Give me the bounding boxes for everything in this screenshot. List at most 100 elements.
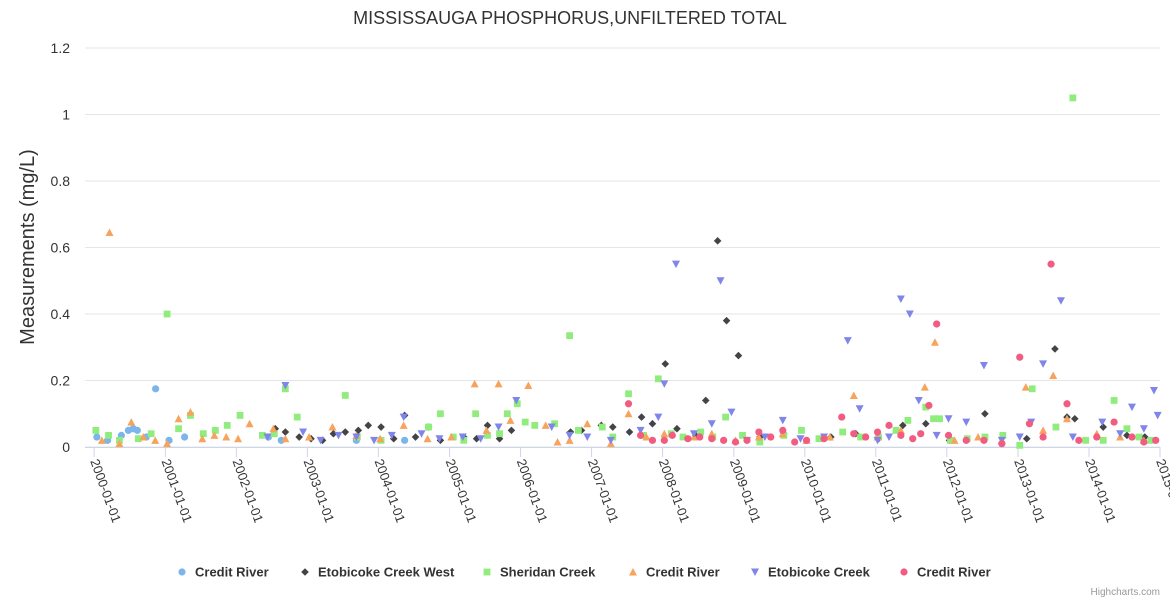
credit-river-2-point <box>222 433 231 441</box>
legend-label-credit-river-2[interactable]: Credit River <box>646 565 720 580</box>
sheridan-creek-point <box>496 430 503 438</box>
etobicoke-creek-point <box>281 381 290 390</box>
etobicoke-creek-point <box>370 436 379 445</box>
etobicoke-creek-west-point <box>921 419 930 428</box>
etobicoke-creek-point <box>387 431 396 440</box>
etobicoke-creek-point <box>1149 386 1158 395</box>
credit-river-3-point <box>933 320 941 328</box>
etobicoke-creek-point <box>660 380 669 388</box>
etobicoke-creek-west-point <box>637 413 646 421</box>
sheridan-creek-point <box>163 310 171 318</box>
credit-river-2-point <box>482 426 491 434</box>
credit-river-2-point <box>950 436 959 444</box>
credit-river-2-point <box>930 338 939 346</box>
credit-river-2-point <box>1049 371 1058 380</box>
legend-item-credit-river-3[interactable]: Credit River <box>900 565 991 580</box>
credit-river-1-point <box>152 385 160 393</box>
etobicoke-creek-west-point <box>411 433 420 441</box>
y-tick-label: 0 <box>62 439 70 455</box>
x-tick-label: 2004-01-01 <box>372 457 409 525</box>
credit-river-2-point <box>174 414 183 423</box>
etobicoke-creek-point <box>1039 360 1048 368</box>
legend-marker-credit-river-1 <box>178 568 186 576</box>
credit-river-1-point <box>133 426 141 434</box>
etobicoke-creek-point <box>636 426 645 435</box>
credit-river-3-point <box>962 436 970 444</box>
etobicoke-creek-point <box>855 405 864 413</box>
etobicoke-creek-point <box>843 337 852 345</box>
x-tick-label: 2003-01-01 <box>301 457 338 525</box>
etobicoke-creek-point <box>944 415 953 423</box>
sheridan-creek-point <box>857 433 865 441</box>
x-tick-label: 2009-01-01 <box>727 457 764 525</box>
credit-river-2-point <box>305 433 314 441</box>
legend-label-sheridan-creek[interactable]: Sheridan Creek <box>500 565 596 580</box>
credit-river-3-point <box>802 436 811 444</box>
credit-river-2-point <box>97 436 106 444</box>
legend-item-etobicoke-creek[interactable]: Etobicoke Creek <box>751 565 871 580</box>
legend-label-etobicoke-creek[interactable]: Etobicoke Creek <box>768 565 871 580</box>
etobicoke-creek-west-point <box>981 409 989 418</box>
etobicoke-creek-point <box>885 433 894 442</box>
etobicoke-creek-point <box>316 436 325 445</box>
credit-river-3-point <box>917 430 925 438</box>
credit-river-3-point <box>1063 400 1071 408</box>
x-tick-label: 2014-01-01 <box>1082 457 1119 525</box>
sheridan-creek-point <box>425 423 432 431</box>
sheridan-creek-point <box>484 431 491 439</box>
etobicoke-creek-west-point <box>1051 345 1059 353</box>
credit-river-3-point <box>1110 418 1118 426</box>
y-tick-label: 0.6 <box>51 240 71 256</box>
legend: Credit River Etobicoke Creek West Sheridan… <box>178 565 991 580</box>
etobicoke-creek-point <box>905 310 914 318</box>
credit-river-3-point <box>767 433 775 441</box>
etobicoke-creek-point <box>1056 297 1065 305</box>
credit-river-2-point <box>849 391 858 399</box>
credit-river-2-point <box>139 433 148 441</box>
x-axis: 2000-01-01 2001-01-01 2002-01-01 2003-01-01… <box>85 447 1170 525</box>
etobicoke-creek-point <box>873 436 882 445</box>
sheridan-creek-point <box>134 435 142 443</box>
etobicoke-creek-west-point <box>701 396 710 405</box>
sheridan-creek-point <box>341 392 349 399</box>
legend-item-etobicoke-creek-west[interactable]: Etobicoke Creek West <box>301 565 455 580</box>
etobicoke-creek-point <box>716 277 725 285</box>
sheridan-creek-point <box>1135 433 1143 441</box>
data-points <box>92 94 1162 449</box>
etobicoke-creek-point <box>494 423 503 432</box>
legend-label-credit-river-3[interactable]: Credit River <box>917 565 991 580</box>
etobicoke-creek-west-point <box>281 428 290 436</box>
etobicoke-creek-west-point <box>377 423 385 431</box>
credit-river-2-point <box>920 383 929 391</box>
credit-river-2-point <box>524 381 533 389</box>
credit-river-3-point <box>648 436 657 444</box>
etobicoke-creek-point <box>1098 418 1107 427</box>
sheridan-creek-point <box>521 418 529 426</box>
etobicoke-creek-point <box>263 433 272 442</box>
etobicoke-creek-point <box>689 430 698 438</box>
legend-label-credit-river-1[interactable]: Credit River <box>195 565 269 580</box>
sheridan-creek-point <box>1123 425 1131 433</box>
sheridan-creek-point <box>930 415 937 423</box>
legend-item-credit-river-2[interactable]: Credit River <box>629 565 720 580</box>
legend-label-etobicoke-creek-west[interactable]: Etobicoke Creek West <box>318 565 455 580</box>
x-tick-label: 2006-01-01 <box>514 457 551 525</box>
legend-item-sheridan-creek[interactable]: Sheridan Creek <box>483 565 597 580</box>
legend-item-credit-river-1[interactable]: Credit River <box>178 565 269 580</box>
sheridan-creek-point <box>223 421 231 429</box>
credits-link[interactable]: Highcharts.com <box>1091 587 1160 598</box>
etobicoke-creek-point <box>583 433 592 442</box>
etobicoke-creek-point <box>896 295 905 304</box>
sheridan-creek-point <box>815 435 823 443</box>
credit-river-3-point <box>1128 433 1136 441</box>
sheridan-creek-point <box>531 421 539 429</box>
credit-river-2-point <box>660 429 669 438</box>
sheridan-creek-point <box>1147 436 1155 444</box>
etobicoke-creek-west-point <box>1141 433 1149 441</box>
etobicoke-creek-point <box>417 430 426 438</box>
credit-river-3-point <box>1075 436 1083 444</box>
credit-river-3-point <box>925 401 933 410</box>
credit-river-3-point <box>944 431 953 439</box>
credit-river-3-point <box>1093 433 1101 441</box>
